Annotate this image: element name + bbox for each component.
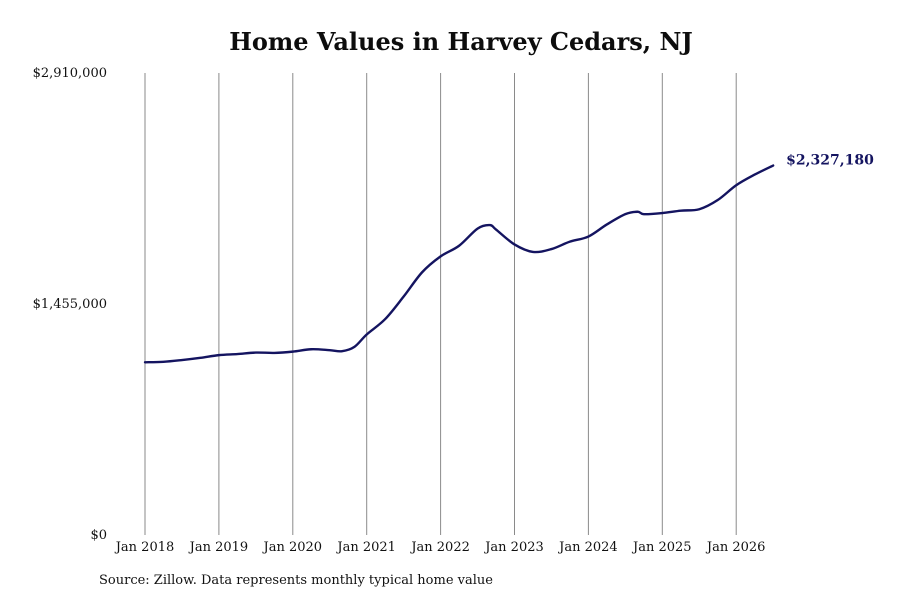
home-value-line <box>143 164 775 364</box>
source-note: Source: Zillow. Data represents monthly … <box>99 573 493 588</box>
x-tick-label: Jan 2024 <box>557 540 618 555</box>
y-axis-ticks: $0 $1,455,000 $2,910,000 <box>33 66 107 543</box>
series-layer <box>143 164 775 364</box>
x-tick-label: Jan 2021 <box>335 540 396 555</box>
x-tick-label: Jan 2020 <box>262 540 323 555</box>
x-tick-label: Jan 2026 <box>705 540 766 555</box>
chart-title: Home Values in Harvey Cedars, NJ <box>229 27 693 56</box>
annotation-layer: $2,327,180 <box>786 153 874 169</box>
x-tick-label: Jan 2018 <box>114 540 175 555</box>
x-tick-label: Jan 2022 <box>409 540 470 555</box>
y-tick-label: $1,455,000 <box>33 297 107 312</box>
y-tick-label: $0 <box>90 528 107 543</box>
x-axis-ticks: Jan 2018 Jan 2019 Jan 2020 Jan 2021 Jan 2022… <box>114 540 766 555</box>
x-tick-label: Jan 2025 <box>631 540 692 555</box>
grid-lines <box>144 73 737 535</box>
y-tick-label: $2,910,000 <box>33 66 107 81</box>
x-tick-label: Jan 2023 <box>483 540 544 555</box>
end-value-label: $2,327,180 <box>786 153 874 169</box>
x-tick-label: Jan 2019 <box>188 540 249 555</box>
